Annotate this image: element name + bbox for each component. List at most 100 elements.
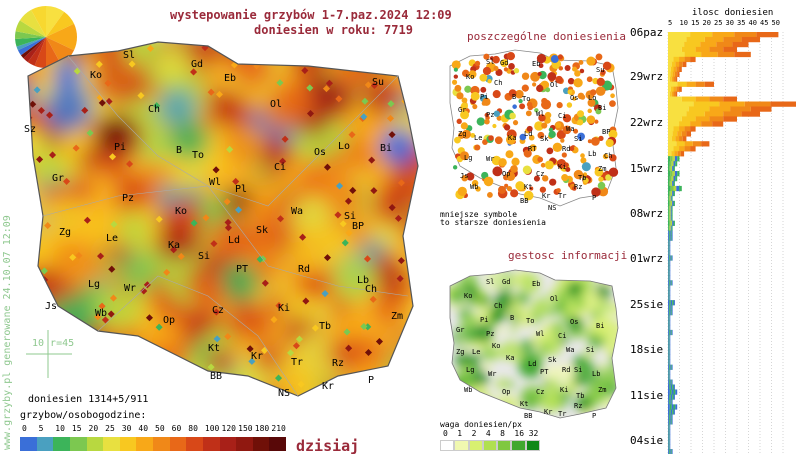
- timeline-bar: [679, 61, 683, 68]
- report-marker: [235, 206, 243, 214]
- timeline-bar: [673, 166, 675, 172]
- legend-label: 40: [138, 424, 149, 433]
- report-marker: [370, 187, 378, 195]
- main-map[interactable]: Sl Gd Eb Su Ko Ol Ch Bi Sz Pi B To Os Lo Ci Wl Pl Gr Pz Zg K…: [8, 36, 428, 414]
- timeline-bar: [668, 220, 670, 226]
- timeline-bar: [681, 131, 687, 137]
- report-dot: [515, 89, 524, 99]
- region-label: PT: [540, 368, 549, 376]
- timeline-bar: [671, 280, 673, 286]
- report-dot: [508, 89, 517, 98]
- report-marker: [207, 363, 215, 371]
- region-label: Op: [163, 315, 175, 326]
- timeline-bar: [671, 404, 674, 410]
- report-dot: [456, 118, 462, 124]
- legend-swatch: [202, 437, 220, 451]
- density-swatch: [454, 440, 469, 451]
- density-swatch: [468, 440, 483, 451]
- timeline-bar: [701, 141, 710, 147]
- report-marker: [292, 342, 300, 350]
- report-dot: [561, 152, 567, 158]
- report-dot: [522, 165, 532, 175]
- timeline-bar: [673, 91, 676, 97]
- legend-label: 30: [121, 424, 132, 433]
- report-marker: [341, 239, 349, 247]
- timeline-bar: [669, 449, 671, 454]
- report-marker: [232, 177, 240, 185]
- report-marker: [140, 287, 148, 295]
- region-label: Sz: [24, 124, 36, 135]
- report-dot: [608, 129, 618, 139]
- timeline-bar: [668, 280, 669, 286]
- report-dot: [595, 86, 606, 96]
- report-marker: [321, 290, 329, 298]
- pie-chart: [15, 6, 77, 68]
- region-label: Ch: [365, 284, 377, 295]
- region-label: Zg: [456, 348, 464, 356]
- report-dot: [460, 110, 470, 120]
- report-marker: [212, 166, 220, 174]
- timeline-bar: [668, 210, 669, 216]
- report-marker: [325, 79, 333, 87]
- report-marker: [94, 313, 102, 321]
- timeline-bar: [668, 255, 670, 261]
- report-marker: [302, 297, 310, 305]
- timeline-bar: [709, 116, 724, 122]
- report-marker: [397, 257, 405, 265]
- region-label: Op: [502, 170, 510, 178]
- region-label: Rd: [298, 264, 310, 275]
- timeline-bar: [709, 96, 724, 102]
- timeline-bar: [692, 141, 702, 147]
- timeline-bar: [668, 36, 687, 43]
- timeline-bar: [670, 310, 672, 316]
- reports-year: doniesien w roku: 7719: [254, 23, 413, 37]
- region-label: Lg: [464, 154, 472, 162]
- pie-slice: [23, 37, 46, 63]
- density-map[interactable]: Sl Gd Eb Ko Ol Ch Pi B To Os Bi Gr Pz Wl Ci Zg Ko Le Wa Si L…: [440, 268, 620, 420]
- timeline-bar: [670, 195, 672, 202]
- timeline-bar: [669, 161, 672, 167]
- report-marker: [375, 338, 383, 346]
- region-label: Ol: [550, 81, 558, 89]
- timeline-bar: [668, 230, 669, 236]
- report-dot: [541, 99, 552, 110]
- timeline-date: 25sie: [629, 298, 665, 311]
- region-label: Ki: [278, 303, 290, 314]
- timeline-bar: [675, 61, 680, 68]
- report-dot: [530, 71, 540, 82]
- report-dot: [572, 66, 578, 72]
- report-marker: [425, 156, 428, 163]
- report-marker: [380, 53, 388, 62]
- pie-slice: [17, 37, 46, 56]
- timeline-bar: [669, 210, 671, 216]
- timeline-bar: [756, 32, 779, 38]
- report-dot: [526, 125, 533, 132]
- region-label: Kr: [544, 408, 552, 416]
- region-label: Ol: [270, 99, 282, 110]
- report-marker: [310, 58, 318, 66]
- report-marker: [276, 79, 284, 87]
- region-label: Tr: [558, 192, 566, 200]
- timeline-bar: [670, 379, 672, 385]
- region-label: Os: [570, 94, 578, 102]
- region-label: Gr: [52, 173, 64, 184]
- report-dot: [506, 135, 516, 145]
- report-dot: [577, 119, 584, 126]
- region-label: Pi: [114, 142, 126, 153]
- timeline-bar: [677, 131, 682, 137]
- timeline-bar: [684, 126, 691, 132]
- report-marker: [420, 399, 427, 406]
- region-label: Su: [372, 77, 384, 88]
- report-dot: [537, 71, 542, 77]
- timeline-bar: [669, 364, 671, 370]
- report-marker: [49, 312, 57, 320]
- density-legend: 0 1 2 4 8 16 32: [440, 429, 540, 453]
- timeline-bar: [668, 131, 673, 137]
- report-marker: [28, 45, 33, 53]
- report-marker: [28, 63, 31, 71]
- timeline-bar: [734, 51, 751, 58]
- legend-label: 180: [254, 424, 270, 433]
- region-label: Sl: [486, 278, 494, 286]
- region-label: Ka: [506, 354, 514, 362]
